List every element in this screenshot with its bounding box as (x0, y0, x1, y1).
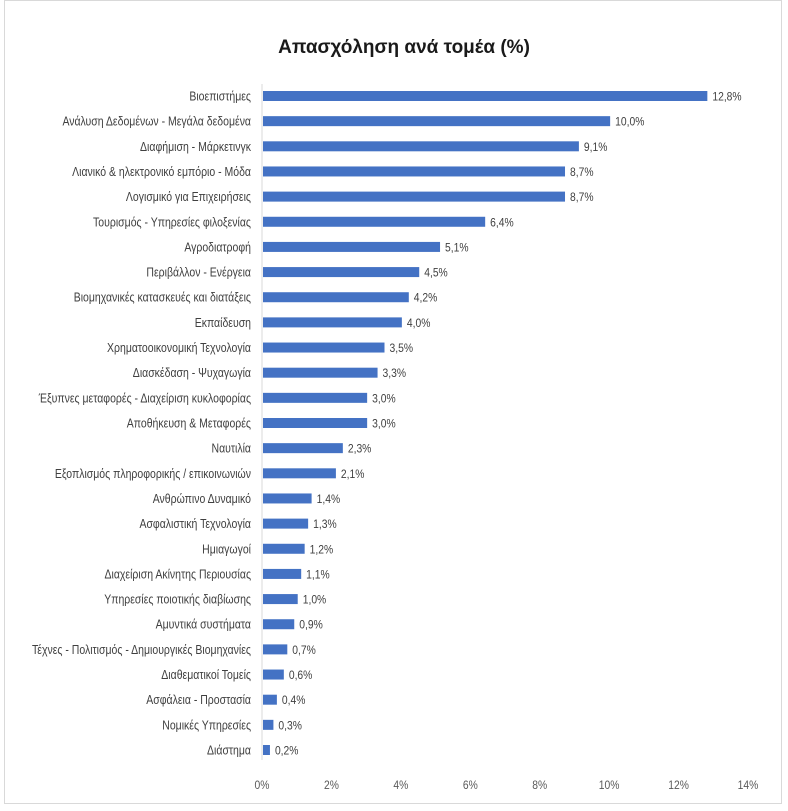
bar (263, 292, 409, 303)
category-label: Λογισμικό για Επιχειρήσεις (126, 191, 251, 204)
data-label: 1,2% (310, 544, 334, 557)
data-label: 3,5% (390, 342, 414, 355)
bar (263, 342, 385, 353)
bar (263, 418, 368, 428)
category-label: Αγροδιατροφή (184, 242, 251, 255)
chart-title: Απασχόληση ανά τομέα (%) (278, 37, 530, 58)
category-label: Νομικές Υπηρεσίες (162, 720, 251, 733)
category-label: Λιανικό & ηλεκτρονικό εμπόριο - Μόδα (72, 166, 251, 179)
bar (263, 719, 274, 730)
data-label: 0,3% (278, 720, 302, 733)
bar (263, 317, 402, 328)
category-label: Τέχνες - Πολιτισμός - Δημιουργικές Βιομη… (32, 644, 251, 657)
bar (263, 241, 441, 252)
data-label: 2,1% (341, 468, 365, 481)
data-label: 3,3% (383, 368, 407, 381)
category-label: Χρηματοοικονομική Τεχνολογία (107, 342, 251, 355)
bar (263, 568, 302, 579)
data-label: 0,9% (299, 619, 323, 632)
category-label: Ασφάλεια - Προστασία (146, 694, 251, 707)
x-tick-label: 8% (532, 779, 547, 792)
x-tick-label: 14% (738, 779, 759, 792)
data-label: 0,7% (292, 644, 316, 657)
data-label: 1,3% (313, 518, 337, 531)
category-label: Εκπαίδευση (195, 317, 251, 330)
category-label: Ασφαλιστική Τεχνολογία (139, 518, 251, 531)
x-tick-label: 6% (463, 779, 478, 792)
bar (263, 267, 420, 278)
bar (263, 745, 270, 755)
data-label: 8,7% (570, 191, 594, 204)
bar (263, 594, 298, 605)
bar (263, 216, 486, 227)
bar (263, 116, 611, 127)
data-label: 8,7% (570, 166, 594, 179)
x-tick-label: 2% (324, 779, 339, 792)
x-tick-label: 4% (393, 779, 408, 792)
data-label: 10,0% (615, 116, 644, 129)
category-label: Διασκέδαση - Ψυχαγωγία (133, 367, 251, 380)
data-label: 9,1% (584, 141, 608, 154)
x-tick-label: 12% (668, 779, 689, 792)
data-label: 3,0% (372, 393, 396, 406)
category-label: Διάστημα (207, 745, 251, 758)
data-label: 4,0% (407, 317, 431, 330)
bar (263, 669, 284, 680)
bar (263, 191, 566, 202)
data-label: 4,2% (414, 292, 438, 305)
category-label: Τουρισμός - Υπηρεσίες φιλοξενίας (93, 217, 251, 230)
category-label: Ανάλυση Δεδομένων - Μεγάλα δεδομένα (62, 116, 251, 129)
bar (263, 166, 566, 177)
bar (263, 367, 378, 378)
category-label: Περιβάλλον - Ενέργεια (146, 267, 251, 280)
category-label: Ανθρώπινο Δυναμικό (153, 493, 251, 506)
data-label: 1,4% (317, 493, 341, 506)
category-label: Διαθεματικοί Τομείς (161, 669, 251, 682)
category-label: Βιομηχανικές κατασκευές και διατάξεις (74, 292, 252, 305)
category-label: Ναυτιλία (212, 443, 252, 456)
category-label: Διαφήμιση - Μάρκετινγκ (140, 141, 251, 154)
bar (263, 468, 336, 479)
bar (263, 694, 277, 705)
bar (263, 493, 312, 504)
data-label: 12,8% (712, 91, 741, 104)
bar (263, 141, 579, 152)
data-label: 0,2% (275, 745, 299, 758)
chart-frame (4, 0, 782, 804)
category-label: Βιοεπιστήμες (189, 91, 251, 104)
data-label: 2,3% (348, 443, 372, 456)
data-label: 0,6% (289, 669, 313, 682)
x-tick-label: 0% (255, 779, 270, 792)
data-label: 0,4% (282, 695, 306, 708)
x-tick-label: 10% (599, 779, 620, 792)
bar (263, 619, 295, 630)
bar (263, 443, 343, 454)
category-label: Εξοπλισμός πληροφορικής / επικοινωνιών (55, 468, 251, 481)
bar (263, 644, 288, 655)
category-label: Διαχείριση Ακίνητης Περιουσίας (105, 569, 252, 582)
bar (263, 543, 305, 554)
bar (263, 91, 708, 101)
category-label: Αμυντικά συστήματα (156, 619, 252, 632)
data-label: 5,1% (445, 242, 469, 255)
bar (263, 392, 368, 403)
category-label: Υπηρεσίες ποιοτικής διαβίωσης (104, 594, 251, 607)
data-label: 1,0% (303, 594, 327, 607)
category-label: Αποθήκευση & Μεταφορές (127, 418, 252, 431)
category-label: Ημιαγωγοί (202, 544, 251, 557)
data-label: 6,4% (490, 217, 514, 230)
data-label: 1,1% (306, 569, 330, 582)
category-label: Έξυπνες μεταφορές - Διαχείριση κυκλοφορί… (38, 393, 252, 406)
bar (263, 518, 309, 529)
data-label: 4,5% (424, 267, 448, 280)
data-label: 3,0% (372, 418, 396, 431)
